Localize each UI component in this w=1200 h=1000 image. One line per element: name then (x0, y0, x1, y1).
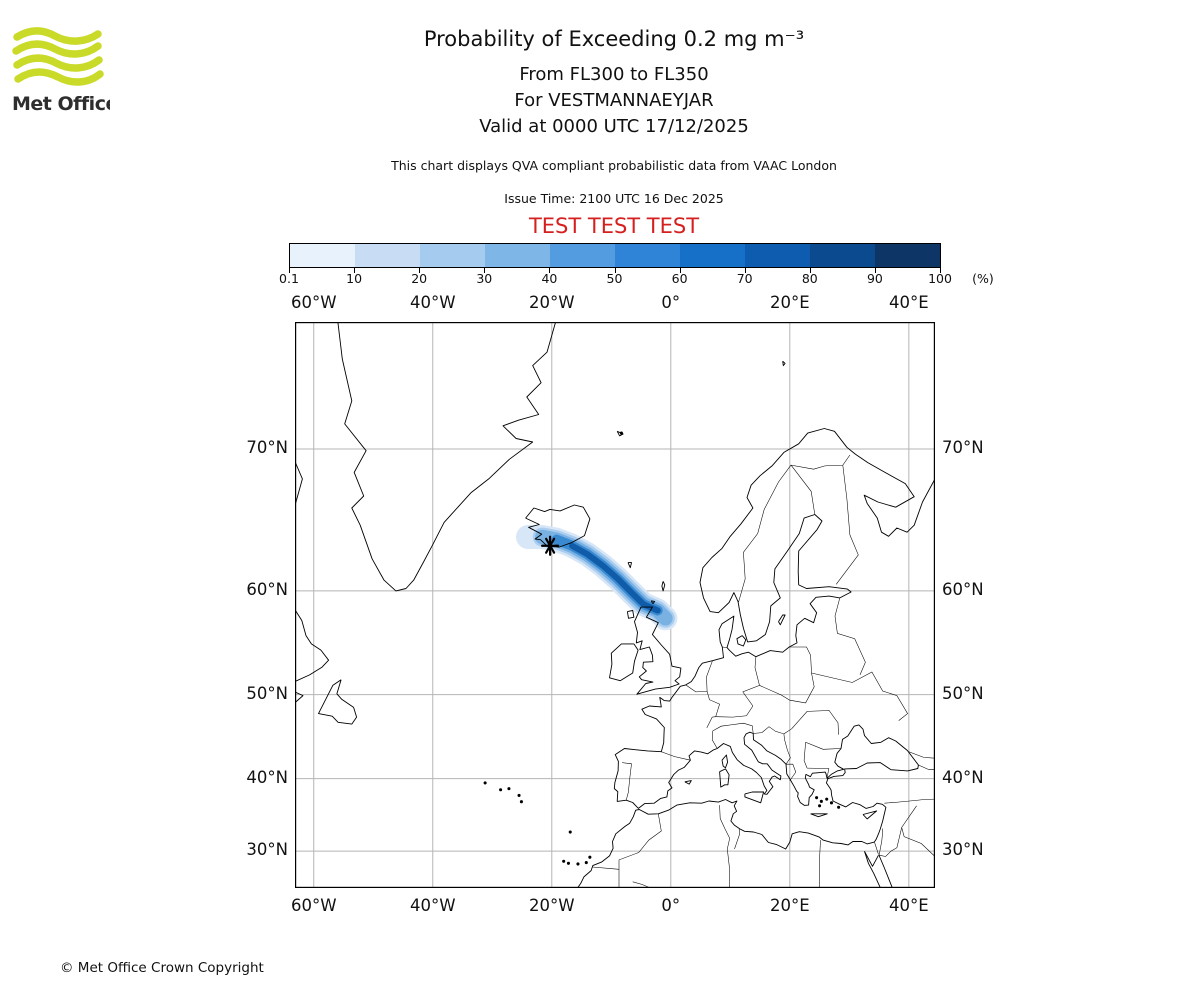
latitude-axis-label: 50°N (942, 683, 984, 703)
colorbar-tick-label: 80 (801, 271, 818, 286)
longitude-axis-label: 20°W (528, 896, 575, 915)
longitude-axis-label: 40°E (888, 896, 929, 915)
latitude-axis-label: 30°N (246, 840, 288, 860)
page-title: Probability of Exceeding 0.2 mg m⁻³ (423, 27, 805, 51)
copyright-text: © Met Office Crown Copyright (60, 960, 264, 976)
qva-compliance-note: This chart displays QVA compliant probab… (391, 158, 837, 173)
latitude-axis-label: 40°N (942, 767, 984, 787)
colorbar-tick-label: 60 (671, 271, 688, 286)
met-office-logo: Met Office (12, 27, 110, 115)
country-borders (592, 454, 935, 888)
colorbar-tick (549, 268, 551, 273)
colorbar-segment (680, 244, 745, 267)
map-canvas (295, 322, 935, 888)
colorbar-tick-label: 40 (541, 271, 558, 286)
map-frame (295, 322, 935, 888)
colorbar-segment (290, 244, 355, 267)
longitude-axis-label: 40°E (888, 293, 929, 312)
latitude-axis-label: 60°N (246, 579, 288, 599)
colorbar-tick (289, 268, 290, 273)
colorbar-tick (940, 268, 941, 273)
latitude-axis-label: 40°N (246, 767, 288, 787)
colorbar-tick (679, 268, 681, 273)
colorbar-tick (354, 268, 356, 273)
test-banner: TEST TEST TEST (528, 214, 700, 238)
colorbar-segment (420, 244, 485, 267)
subtitle-flight-levels: From FL300 to FL350 (519, 64, 709, 85)
subtitle-valid-time: Valid at 0000 UTC 17/12/2025 (479, 116, 749, 137)
longitude-axis-label: 40°W (409, 896, 456, 915)
colorbar-tick-label: 70 (736, 271, 753, 286)
colorbar-tick-label: 10 (346, 271, 363, 286)
probability-colorbar (289, 243, 941, 268)
longitude-axis-label: 60°W (290, 293, 337, 312)
colorbar-tick-label: 20 (411, 271, 428, 286)
subtitle-volcano: For VESTMANNAEYJAR (514, 90, 714, 111)
map-gridlines (295, 322, 935, 888)
colorbar-tick-label: 90 (866, 271, 883, 286)
colorbar-tick-label: 100 (928, 271, 952, 286)
longitude-axis-label: 40°W (409, 293, 456, 312)
longitude-axis-label: 20°E (769, 293, 810, 312)
logo-waves-icon (12, 27, 104, 86)
latitude-axis-label: 60°N (942, 579, 984, 599)
colorbar-tick-label: 30 (476, 271, 493, 286)
colorbar-tick (874, 268, 876, 273)
logo-brand-text: Met Office (12, 93, 110, 115)
colorbar-tick-label: 0.1 (279, 271, 299, 286)
ash-plume-band (569, 542, 661, 614)
longitude-axis-label: 0° (661, 896, 681, 915)
latitude-axis-label: 30°N (942, 840, 984, 860)
issue-time: Issue Time: 2100 UTC 16 Dec 2025 (504, 191, 724, 206)
colorbar-tick (419, 268, 421, 273)
longitude-axis-label: 20°E (769, 896, 810, 915)
colorbar-tick (744, 268, 746, 273)
colorbar-tick (614, 268, 616, 273)
colorbar-tick (809, 268, 811, 273)
colorbar-segment (550, 244, 615, 267)
colorbar-segment (485, 244, 550, 267)
longitude-axis-label: 0° (661, 293, 681, 312)
latitude-axis-label: 70°N (246, 437, 288, 457)
latitude-axis-label: 50°N (246, 683, 288, 703)
colorbar-tick-label: 50 (606, 271, 623, 286)
longitude-axis-label: 60°W (290, 896, 337, 915)
colorbar-segment (615, 244, 680, 267)
coastlines (295, 322, 935, 888)
colorbar-segment (745, 244, 810, 267)
colorbar-segment (355, 244, 420, 267)
longitude-axis-label: 20°W (528, 293, 575, 312)
colorbar-segment (810, 244, 875, 267)
volcano-marker-icon (541, 535, 560, 556)
latitude-axis-label: 70°N (942, 437, 984, 457)
colorbar-tick (484, 268, 486, 273)
colorbar-segment (875, 244, 940, 267)
colorbar-unit-label: (%) (972, 271, 994, 286)
